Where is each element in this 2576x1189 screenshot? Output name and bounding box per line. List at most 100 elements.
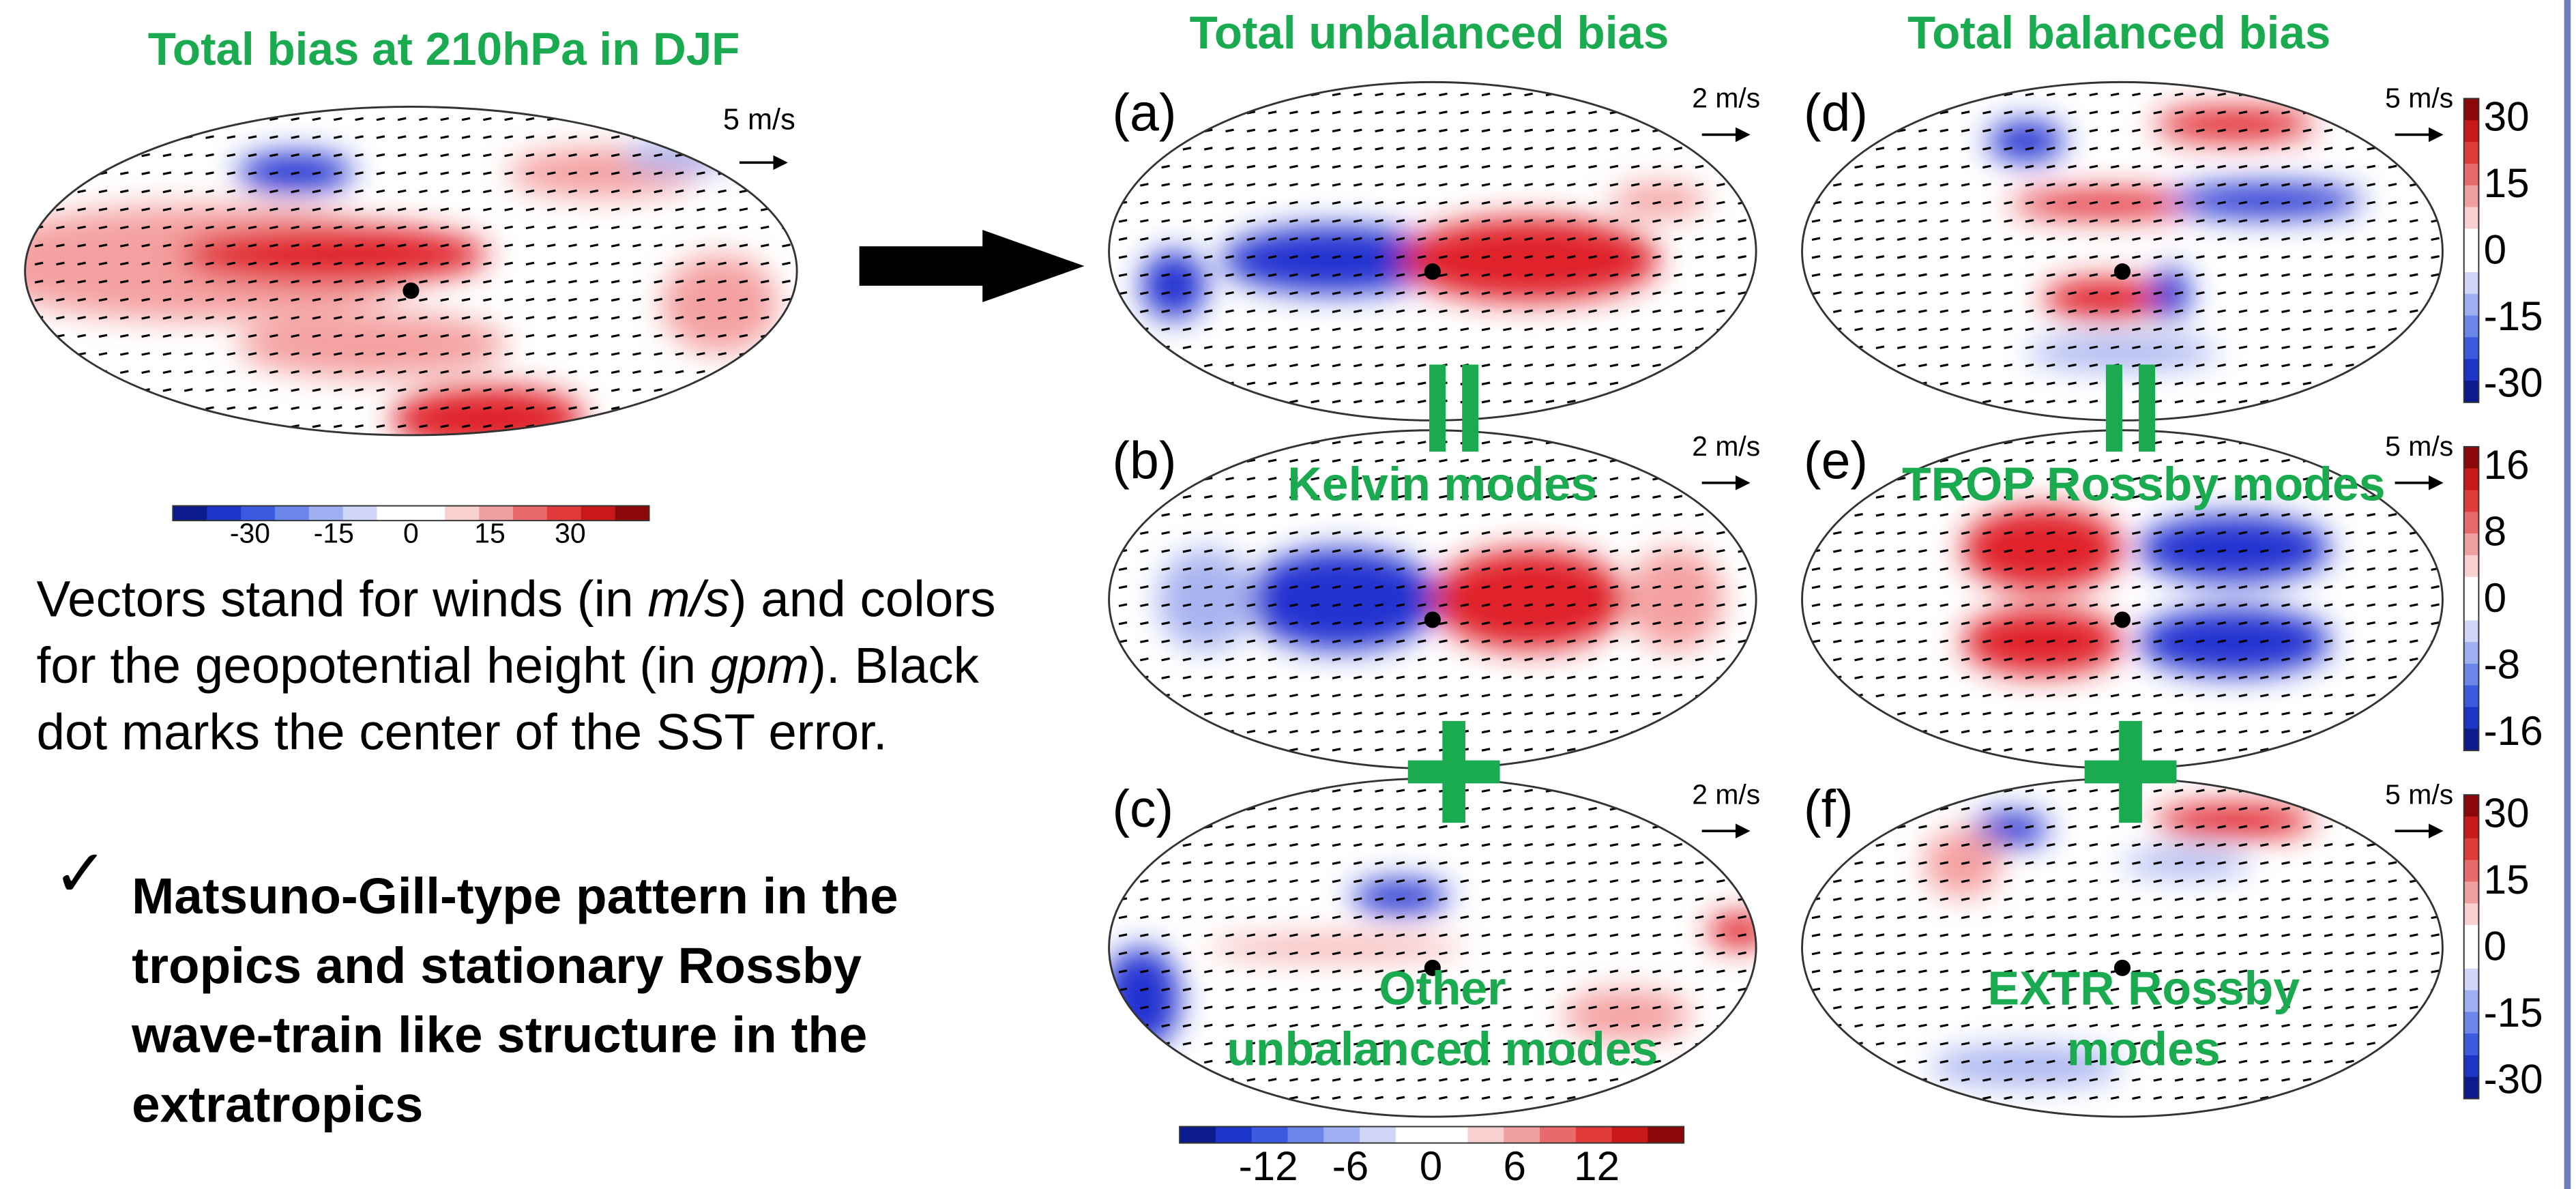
wind-vector — [2431, 677, 2440, 678]
wind-vector — [1812, 400, 1820, 402]
wind-vector — [1589, 790, 1597, 791]
wind-vector — [697, 407, 705, 409]
anomaly — [2138, 608, 2330, 675]
wind-vector — [1140, 844, 1148, 845]
wind-vector — [1738, 184, 1746, 186]
colorbar-cell — [2464, 1033, 2479, 1056]
wind-vector — [2324, 790, 2332, 791]
wind-vector — [1833, 166, 1841, 167]
wind-vector — [1812, 1025, 1820, 1026]
wind-vector — [1204, 1097, 1212, 1098]
wind-vector — [1183, 93, 1191, 95]
wind-vector — [1876, 112, 1884, 113]
wind-vector — [2367, 1061, 2375, 1062]
wind-vector — [2367, 130, 2375, 131]
colorbar-cell — [2464, 381, 2479, 403]
wind-vector — [1631, 749, 1639, 750]
wind-vector — [1589, 442, 1597, 443]
wind-vector — [99, 136, 107, 138]
wind-vector — [1833, 844, 1841, 845]
wind-vector — [1674, 749, 1682, 750]
conclusion-line: Matsuno-Gill-type pattern in the — [132, 867, 898, 924]
anomaly — [1400, 218, 1658, 302]
wind-vector — [697, 118, 705, 119]
wind-vector — [1119, 184, 1127, 186]
anomaly — [662, 254, 778, 353]
wind-vector — [1897, 749, 1905, 750]
wind-vector — [1652, 442, 1660, 443]
wind-vector — [1183, 383, 1191, 384]
colorbar-cell — [2464, 555, 2479, 578]
caption-line: Vectors stand for winds (in m/s) and col… — [37, 570, 996, 627]
wind-vector — [1833, 383, 1841, 384]
wind-vector — [1738, 713, 1746, 714]
wind-vector — [1140, 514, 1148, 516]
wind-vector — [1812, 713, 1820, 714]
colorbar-tick-label: 12 — [1574, 1143, 1620, 1189]
wind-vector — [740, 154, 748, 156]
wind-vector — [1119, 677, 1127, 678]
wind-vector — [56, 190, 64, 192]
wind-vector — [1119, 532, 1127, 533]
colorbar-cell — [2464, 490, 2479, 512]
colorbar-tick-label: 6 — [1503, 1143, 1525, 1189]
wind-vector — [2388, 713, 2397, 714]
wind-vector — [1738, 694, 1746, 696]
wind-vector — [2367, 826, 2375, 827]
wind-vector — [1567, 93, 1575, 95]
wind-vector — [248, 426, 257, 427]
wind-vector — [1140, 148, 1148, 149]
wind-vector — [1855, 731, 1863, 732]
wind-vector — [1204, 460, 1212, 461]
wind-vector — [2431, 1043, 2440, 1044]
wind-vector — [1247, 749, 1255, 750]
wind-vector — [1119, 731, 1127, 732]
wind-vector — [1119, 844, 1127, 845]
wind-vector — [1119, 862, 1127, 864]
wind-vector — [1610, 790, 1618, 791]
colorbar-cell — [2464, 903, 2479, 926]
wind-vector — [761, 190, 769, 192]
wind-vector — [1674, 826, 1682, 827]
conclusion: Matsuno-Gill-type pattern in thetropics … — [131, 867, 898, 1133]
wind-vector — [761, 426, 769, 427]
conclusion-line: wave-train like structure in the — [131, 1006, 867, 1063]
wind-vector — [2431, 826, 2440, 827]
wind-vector — [1674, 442, 1682, 443]
wind-vector — [1812, 148, 1820, 149]
wind-vector — [1183, 1097, 1191, 1098]
wind-vector — [1855, 148, 1863, 149]
wind-vector — [2431, 550, 2440, 551]
wind-vector — [2345, 808, 2354, 809]
wind-vector — [1140, 383, 1148, 384]
wind-vector — [1940, 1097, 1948, 1098]
wind-vector — [761, 407, 769, 409]
colorbar-cell — [2464, 186, 2479, 208]
wind-vector — [1716, 166, 1725, 167]
panel-label: (e) — [1804, 432, 1868, 490]
wind-vector — [2260, 442, 2268, 443]
wind-vector — [1119, 1061, 1127, 1062]
wind-vector — [1812, 184, 1820, 186]
colorbar-cell — [2464, 707, 2479, 730]
wind-vector — [1695, 731, 1703, 732]
wind-vector — [782, 390, 791, 391]
wind-vector — [632, 426, 641, 427]
wind-vector — [1833, 731, 1841, 732]
wind-vector — [1716, 826, 1725, 827]
wind-vector — [632, 407, 641, 409]
wind-vector — [1833, 749, 1841, 750]
wind-vector — [1961, 400, 1970, 402]
wind-vector — [2282, 790, 2290, 791]
wind-vector — [782, 335, 791, 336]
wind-vector — [120, 136, 128, 138]
wind-vector — [1738, 400, 1746, 402]
wind-vector — [142, 136, 150, 138]
wind-vector — [697, 390, 705, 391]
wind-vector — [1631, 112, 1639, 113]
wind-vector — [1652, 93, 1660, 95]
wind-vector — [1833, 713, 1841, 714]
wind-vector — [1918, 808, 1927, 809]
anomaly — [1102, 948, 1180, 1049]
wind-vector — [718, 154, 727, 156]
